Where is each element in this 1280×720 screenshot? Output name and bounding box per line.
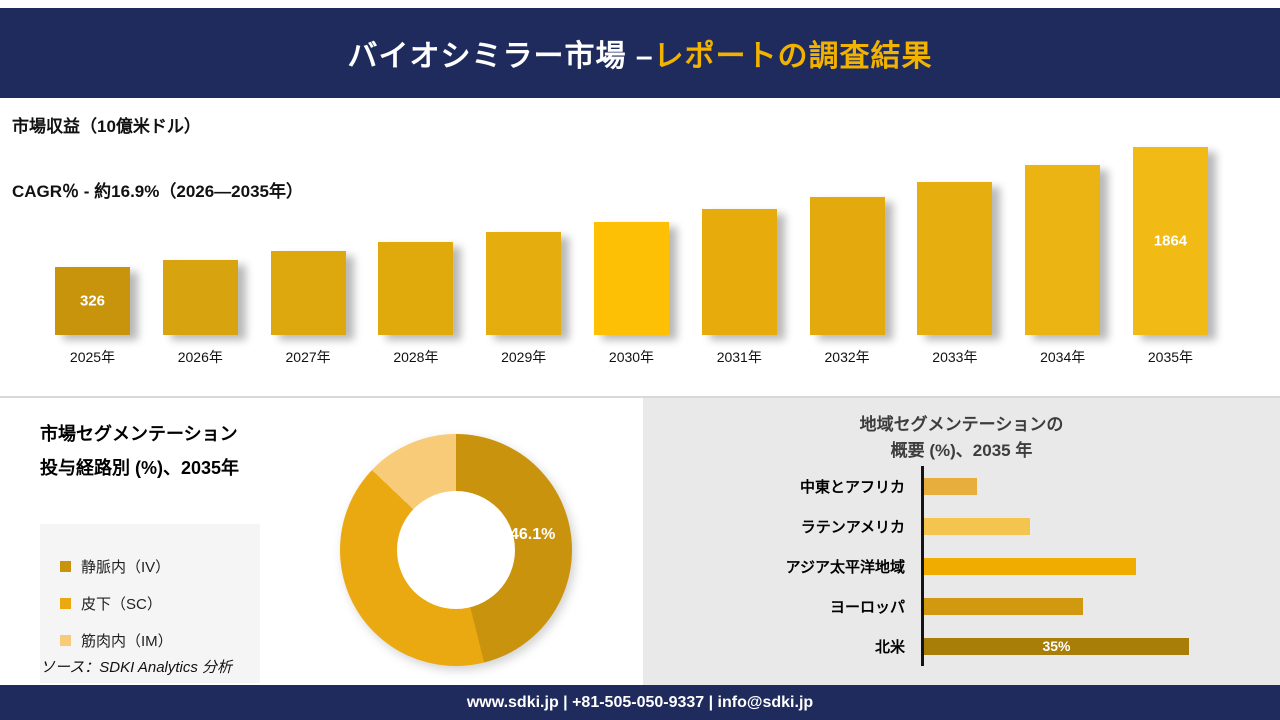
section-divider <box>0 396 1280 398</box>
bar-category-label: 2029年 <box>501 349 547 365</box>
bar-value-label: 326 <box>79 292 106 310</box>
donut-chart: 46.1% <box>340 434 572 666</box>
legend-label: 静脈内（IV） <box>81 559 171 576</box>
revenue-bar-column: 2028年 <box>378 242 454 365</box>
revenue-bar-column: 2029年 <box>486 232 562 365</box>
legend-label: 皮下（SC） <box>81 596 162 613</box>
region-title-line2: 概要 (%)、2035 年 <box>890 441 1033 461</box>
legend-swatch <box>60 598 71 609</box>
legend-item: 静脈内（IV） <box>60 556 240 577</box>
legend-swatch <box>60 561 71 572</box>
region-bar-track <box>921 546 1280 586</box>
revenue-bar <box>270 251 346 335</box>
region-bar-value-label: 35% <box>1042 638 1071 654</box>
region-title-line1: 地域セグメンテーションの <box>859 415 1064 434</box>
revenue-bar-column: 1864 2035年 <box>1132 147 1208 365</box>
region-bar <box>924 557 1136 575</box>
legend-label: 筋肉内（IM） <box>81 633 173 650</box>
region-bar <box>924 477 977 495</box>
donut-legend: 静脈内（IV） 皮下（SC） 筋肉内（IM） <box>40 524 260 683</box>
segmentation-donut-section: 市場セグメンテーション 投与経路別 (%)、2035年 静脈内（IV） 皮下（SC… <box>0 398 641 685</box>
bar-category-label: 2028年 <box>393 349 439 365</box>
revenue-bar: 326 <box>55 267 130 335</box>
header-banner: バイオシミラー市場 –レポートの調査結果 <box>0 8 1280 98</box>
region-chart-section: 地域セグメンテーションの 概要 (%)、2035 年 中東とアフリカ ラテンアメリ… <box>643 398 1280 685</box>
revenue-bar-column: 326 2025年 <box>55 267 130 365</box>
region-bar <box>924 517 1030 535</box>
revenue-bar-column: 2032年 <box>809 197 885 365</box>
region-bar-row: 中東とアフリカ <box>643 466 1280 506</box>
bar-category-label: 2027年 <box>285 349 331 365</box>
page-title-gold: レポートの調査結果 <box>653 40 933 73</box>
footer-contact: www.sdki.jp | +81-505-050-9337 | info@sd… <box>466 693 814 711</box>
revenue-bar: 1864 <box>1132 147 1208 335</box>
region-bar-track <box>921 506 1280 546</box>
revenue-bar <box>593 222 669 335</box>
revenue-bar <box>1025 165 1101 335</box>
bar-category-label: 2034年 <box>1040 349 1086 365</box>
region-bar: 35% <box>924 637 1189 655</box>
revenue-bar <box>701 209 777 335</box>
bar-category-label: 2030年 <box>608 349 655 365</box>
region-bar-label: 北米 <box>874 638 905 656</box>
region-bar-label: アジア太平洋地域 <box>785 558 905 576</box>
revenue-bar <box>162 260 238 335</box>
bar-category-label: 2031年 <box>716 349 762 365</box>
donut-data-label: 46.1% <box>510 526 556 543</box>
bar-value-label: 1864 <box>1153 232 1188 250</box>
bottom-panels: 市場セグメンテーション 投与経路別 (%)、2035年 静脈内（IV） 皮下（SC… <box>0 398 1280 685</box>
revenue-bar-column: 2027年 <box>270 251 346 365</box>
revenue-bar-column: 2034年 <box>1025 165 1101 365</box>
revenue-cagr-label: CAGR％ - 約16.9%（2026―2035年） <box>12 182 304 201</box>
region-chart-title: 地域セグメンテーションの 概要 (%)、2035 年 <box>643 412 1280 465</box>
revenue-bar <box>378 242 454 335</box>
footer-banner: www.sdki.jp | +81-505-050-9337 | info@sd… <box>0 685 1280 720</box>
legend-item: 皮下（SC） <box>60 593 240 614</box>
revenue-bar-chart: 326 2025年 2026年 2027年 2028年 2029年 2030年 2031年 20… <box>55 147 1208 365</box>
revenue-chart-header: 市場収益（10億米ドル） CAGR％ - 約16.9%（2026―2035年） <box>12 112 303 202</box>
donut-hole <box>397 491 515 609</box>
legend-item: 筋肉内（IM） <box>60 630 240 651</box>
revenue-chart-title: 市場収益（10億米ドル） <box>12 117 201 136</box>
revenue-bar-column: 2026年 <box>162 260 238 365</box>
revenue-bar-column: 2030年 <box>593 222 669 365</box>
region-bar-chart: 中東とアフリカ ラテンアメリカアジア太平洋地域ヨーロッパ北米 35% <box>643 466 1280 666</box>
bar-category-label: 2025年 <box>69 349 116 365</box>
bar-category-label: 2033年 <box>932 349 978 365</box>
segmentation-title: 市場セグメンテーション <box>40 424 238 444</box>
region-bar-label: ヨーロッパ <box>829 598 905 616</box>
region-bar-row: アジア太平洋地域 <box>643 546 1280 586</box>
page-title-white: バイオシミラー市場 – <box>347 40 654 73</box>
revenue-bar <box>917 182 993 335</box>
bar-category-label: 2035年 <box>1147 349 1194 365</box>
revenue-bar-column: 2033年 <box>917 182 993 365</box>
segmentation-subtitle: 投与経路別 (%)、2035年 <box>40 458 240 478</box>
page-title: バイオシミラー市場 –レポートの調査結果 <box>347 31 932 75</box>
region-bar-track <box>921 586 1280 626</box>
source-note: ソース：SDKI Analytics 分析 <box>40 659 233 676</box>
region-bar-track: 35% <box>921 626 1280 666</box>
region-bar-track <box>921 466 1280 506</box>
revenue-bar <box>486 232 562 335</box>
region-bar-row: 北米 35% <box>643 626 1280 666</box>
bar-category-label: 2032年 <box>824 349 870 365</box>
legend-swatch <box>60 635 71 646</box>
revenue-chart-section: 市場収益（10億米ドル） CAGR％ - 約16.9%（2026―2035年） … <box>0 98 1280 396</box>
region-bar-label: ラテンアメリカ <box>800 518 905 536</box>
bar-category-label: 2026年 <box>177 349 223 365</box>
region-bar-row: ラテンアメリカ <box>643 506 1280 546</box>
region-bar-label: 中東とアフリカ <box>799 478 905 496</box>
region-bar <box>924 597 1083 615</box>
revenue-bar-column: 2031年 <box>701 209 777 365</box>
revenue-bar <box>809 197 885 335</box>
region-bar-row: ヨーロッパ <box>643 586 1280 626</box>
